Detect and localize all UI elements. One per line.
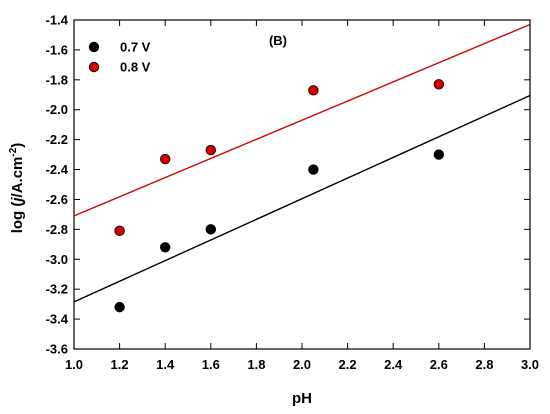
x-axis-title: pH (292, 390, 312, 407)
y-tick-label: -2.0 (46, 102, 68, 117)
data-point-series-2 (159, 153, 171, 165)
y-axis-title-middle: /A.cm (9, 157, 26, 198)
axes: 1.0 1.2 1.4 1.6 1.8 2.0 2.2 2.4 2.6 2.8 3.0 -1.4 -1.… (46, 13, 539, 373)
panel-label: (B) (269, 33, 287, 48)
y-axis-title-prefix: log ( (9, 202, 26, 234)
x-tick-label: 2.0 (293, 357, 311, 372)
y-tick-label: -3.0 (46, 252, 68, 267)
legend-label: 0.8 V (120, 60, 151, 75)
fit-line-series-1 (73, 94, 531, 303)
y-tick-label: -2.4 (46, 162, 69, 177)
x-tick-label: 1.8 (247, 357, 265, 372)
x-tick-label: 1.4 (156, 357, 175, 372)
y-tick-label: -1.4 (46, 13, 69, 28)
legend-label: 0.7 V (120, 40, 151, 55)
data-point-series-1 (205, 224, 217, 235)
data-point-series-1 (308, 164, 319, 175)
data-point-series-2 (433, 79, 445, 90)
y-tick-label: -1.6 (46, 42, 68, 57)
legend-marker (88, 41, 100, 53)
x-tick-label: 2.6 (430, 357, 448, 372)
legend-marker (88, 61, 100, 73)
fit-lines (73, 23, 531, 303)
y-tick-label: -2.6 (46, 192, 68, 207)
y-axis-title-superscript: -2 (8, 147, 19, 156)
x-tick-label: 1.0 (65, 357, 83, 372)
y-tick-label: -3.4 (46, 312, 69, 327)
data-point-series-1 (159, 242, 171, 253)
x-tick-label: 1.6 (202, 357, 220, 372)
x-tick-label: 2.4 (384, 357, 403, 372)
x-tick-label: 3.0 (521, 357, 539, 372)
data-point-series-2 (308, 85, 319, 96)
data-point-series-2 (114, 225, 125, 237)
data-points (114, 79, 445, 313)
y-axis-title-suffix: ) (9, 143, 26, 148)
y-axis-title-italic: j (9, 197, 26, 204)
y-tick-label: -2.2 (46, 132, 68, 147)
y-tick-label: -1.8 (46, 72, 68, 87)
fit-line-series-2 (73, 23, 531, 217)
legend: 0.7 V 0.8 V (88, 40, 151, 75)
y-tick-label: -3.2 (46, 282, 68, 297)
y-tick-label: -3.6 (46, 342, 68, 357)
x-tick-label: 2.2 (339, 357, 357, 372)
y-tick-label: -2.8 (46, 222, 68, 237)
data-point-series-1 (433, 149, 445, 160)
x-tick-label: 1.2 (111, 357, 129, 372)
x-tick-label: 2.8 (475, 357, 493, 372)
data-point-series-2 (205, 144, 217, 156)
y-axis-title: log (j/A.cm-2) (8, 143, 26, 234)
data-point-series-1 (114, 301, 125, 313)
